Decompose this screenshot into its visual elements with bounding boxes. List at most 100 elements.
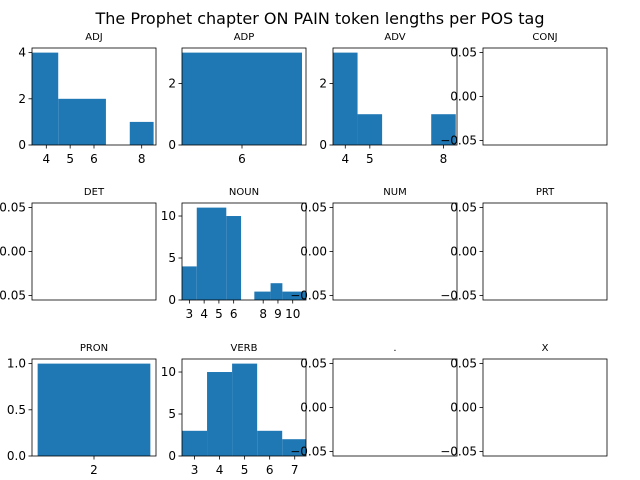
y-tick-label: 5 (168, 407, 176, 421)
histogram-bar (58, 98, 94, 145)
y-tick-label: 0 (319, 138, 327, 152)
subplot-adp: ADP 0 2 6 (168, 32, 307, 166)
x-tick-label: 6 (238, 152, 246, 166)
y-tick-label: 2 (18, 92, 26, 106)
histogram-bar (196, 207, 227, 300)
subplot-title: NOUN (229, 187, 259, 198)
x-tick-label: 7 (291, 463, 299, 477)
y-tick-label: 1.0 (7, 357, 26, 371)
y-tick-label: −0.05 (440, 134, 477, 148)
axes-frame (332, 47, 458, 146)
subplot-title: PRON (80, 343, 108, 354)
histogram-bar (431, 114, 456, 145)
y-tick-label: 2 (319, 76, 327, 90)
subplot-title: ADP (234, 32, 255, 43)
histogram-bar (282, 439, 306, 456)
x-tick-label: 5 (366, 152, 374, 166)
x-tick-label: 5 (241, 463, 249, 477)
x-tick-label: 10 (285, 307, 300, 321)
axes-frame (482, 202, 608, 301)
histogram-bar (182, 266, 197, 300)
y-tick-label: 0.05 (450, 356, 477, 370)
x-tick-label: 9 (274, 307, 282, 321)
x-tick-label: 6 (266, 463, 274, 477)
histogram-bar (207, 372, 233, 456)
x-tick-label: 6 (90, 152, 98, 166)
axes-frame (31, 202, 157, 301)
axes-frame (482, 358, 608, 457)
y-tick-label: 0.00 (0, 245, 26, 259)
y-tick-label: 0.05 (300, 200, 327, 214)
y-tick-label: 0 (168, 449, 176, 463)
x-tick-label: 6 (230, 307, 238, 321)
x-tick-label: 8 (440, 152, 448, 166)
subplot-pron: PRON 0.0 0.5 1.0 2 (7, 343, 157, 477)
y-tick-label: 0.00 (450, 90, 477, 104)
histogram-bar (282, 291, 306, 300)
subplot-adv: ADV 0 2 4 5 8 (319, 32, 458, 166)
y-tick-label: 0 (18, 138, 26, 152)
subplot-x: X 0.05 0.00 −0.05 (440, 343, 608, 459)
y-tick-label: 0.00 (450, 245, 477, 259)
x-tick-label: 4 (341, 152, 349, 166)
subplot-num: NUM 0.05 0.00 −0.05 (290, 187, 458, 303)
histogram-bar (129, 121, 154, 145)
y-tick-label: −0.05 (440, 445, 477, 459)
y-tick-label: 2 (168, 76, 176, 90)
y-tick-label: 0.5 (7, 403, 26, 417)
axes-frame (181, 47, 307, 146)
subplot-punct: . 0.05 0.00 −0.05 (290, 343, 458, 459)
x-tick-label: 5 (215, 307, 223, 321)
axes-frame (332, 202, 458, 301)
histogram-bar (37, 363, 151, 456)
subplot-verb: VERB 0 5 10 3 4 5 6 7 (161, 343, 307, 477)
histogram-bar (182, 430, 208, 456)
axes-frame (332, 358, 458, 457)
histogram-bar (32, 52, 59, 145)
subplot-title: ADJ (85, 32, 103, 43)
y-tick-label: 0.00 (450, 401, 477, 415)
histogram-bar (270, 283, 283, 300)
x-tick-label: 4 (42, 152, 50, 166)
y-tick-label: −0.05 (290, 289, 327, 303)
y-tick-label: 0.05 (300, 356, 327, 370)
subplot-title: DET (84, 187, 105, 198)
x-tick-label: 3 (191, 463, 199, 477)
subplot-title: PRT (536, 187, 555, 198)
x-tick-label: 4 (200, 307, 208, 321)
y-tick-label: 0.05 (0, 200, 26, 214)
axes-frame (181, 358, 307, 457)
y-tick-label: 0.0 (7, 449, 26, 463)
y-tick-label: 5 (168, 251, 176, 265)
y-tick-label: −0.05 (0, 289, 26, 303)
x-tick-label: 3 (186, 307, 194, 321)
y-tick-label: 0.05 (450, 200, 477, 214)
x-tick-label: 4 (216, 463, 224, 477)
y-tick-label: 0.00 (300, 245, 327, 259)
y-tick-label: 0 (168, 138, 176, 152)
subplot-title: CONJ (532, 32, 557, 43)
figure-title: The Prophet chapter ON PAIN token length… (94, 9, 544, 28)
subplot-prt: PRT 0.05 0.00 −0.05 (440, 187, 608, 303)
histogram-bar (357, 114, 383, 145)
x-tick-label: 8 (259, 307, 267, 321)
y-tick-label: 0.00 (300, 401, 327, 415)
histogram-bar (182, 52, 302, 145)
subplot-title: . (393, 343, 396, 354)
histogram-bar (94, 98, 106, 145)
axes-frame (482, 47, 608, 146)
x-tick-label: 5 (66, 152, 74, 166)
x-tick-label: 8 (138, 152, 146, 166)
subplot-title: ADV (384, 32, 405, 43)
y-tick-label: 0.05 (450, 45, 477, 59)
subplot-adj: ADJ 0 2 4 4 5 6 8 (18, 32, 157, 166)
y-tick-label: 10 (161, 365, 176, 379)
y-tick-label: 10 (161, 209, 176, 223)
subplot-det: DET 0.05 0.00 −0.05 (0, 187, 157, 303)
subplot-title: X (542, 343, 549, 354)
axes-frame (181, 202, 307, 301)
subplot-conj: CONJ 0.05 0.00 −0.05 (440, 32, 608, 148)
